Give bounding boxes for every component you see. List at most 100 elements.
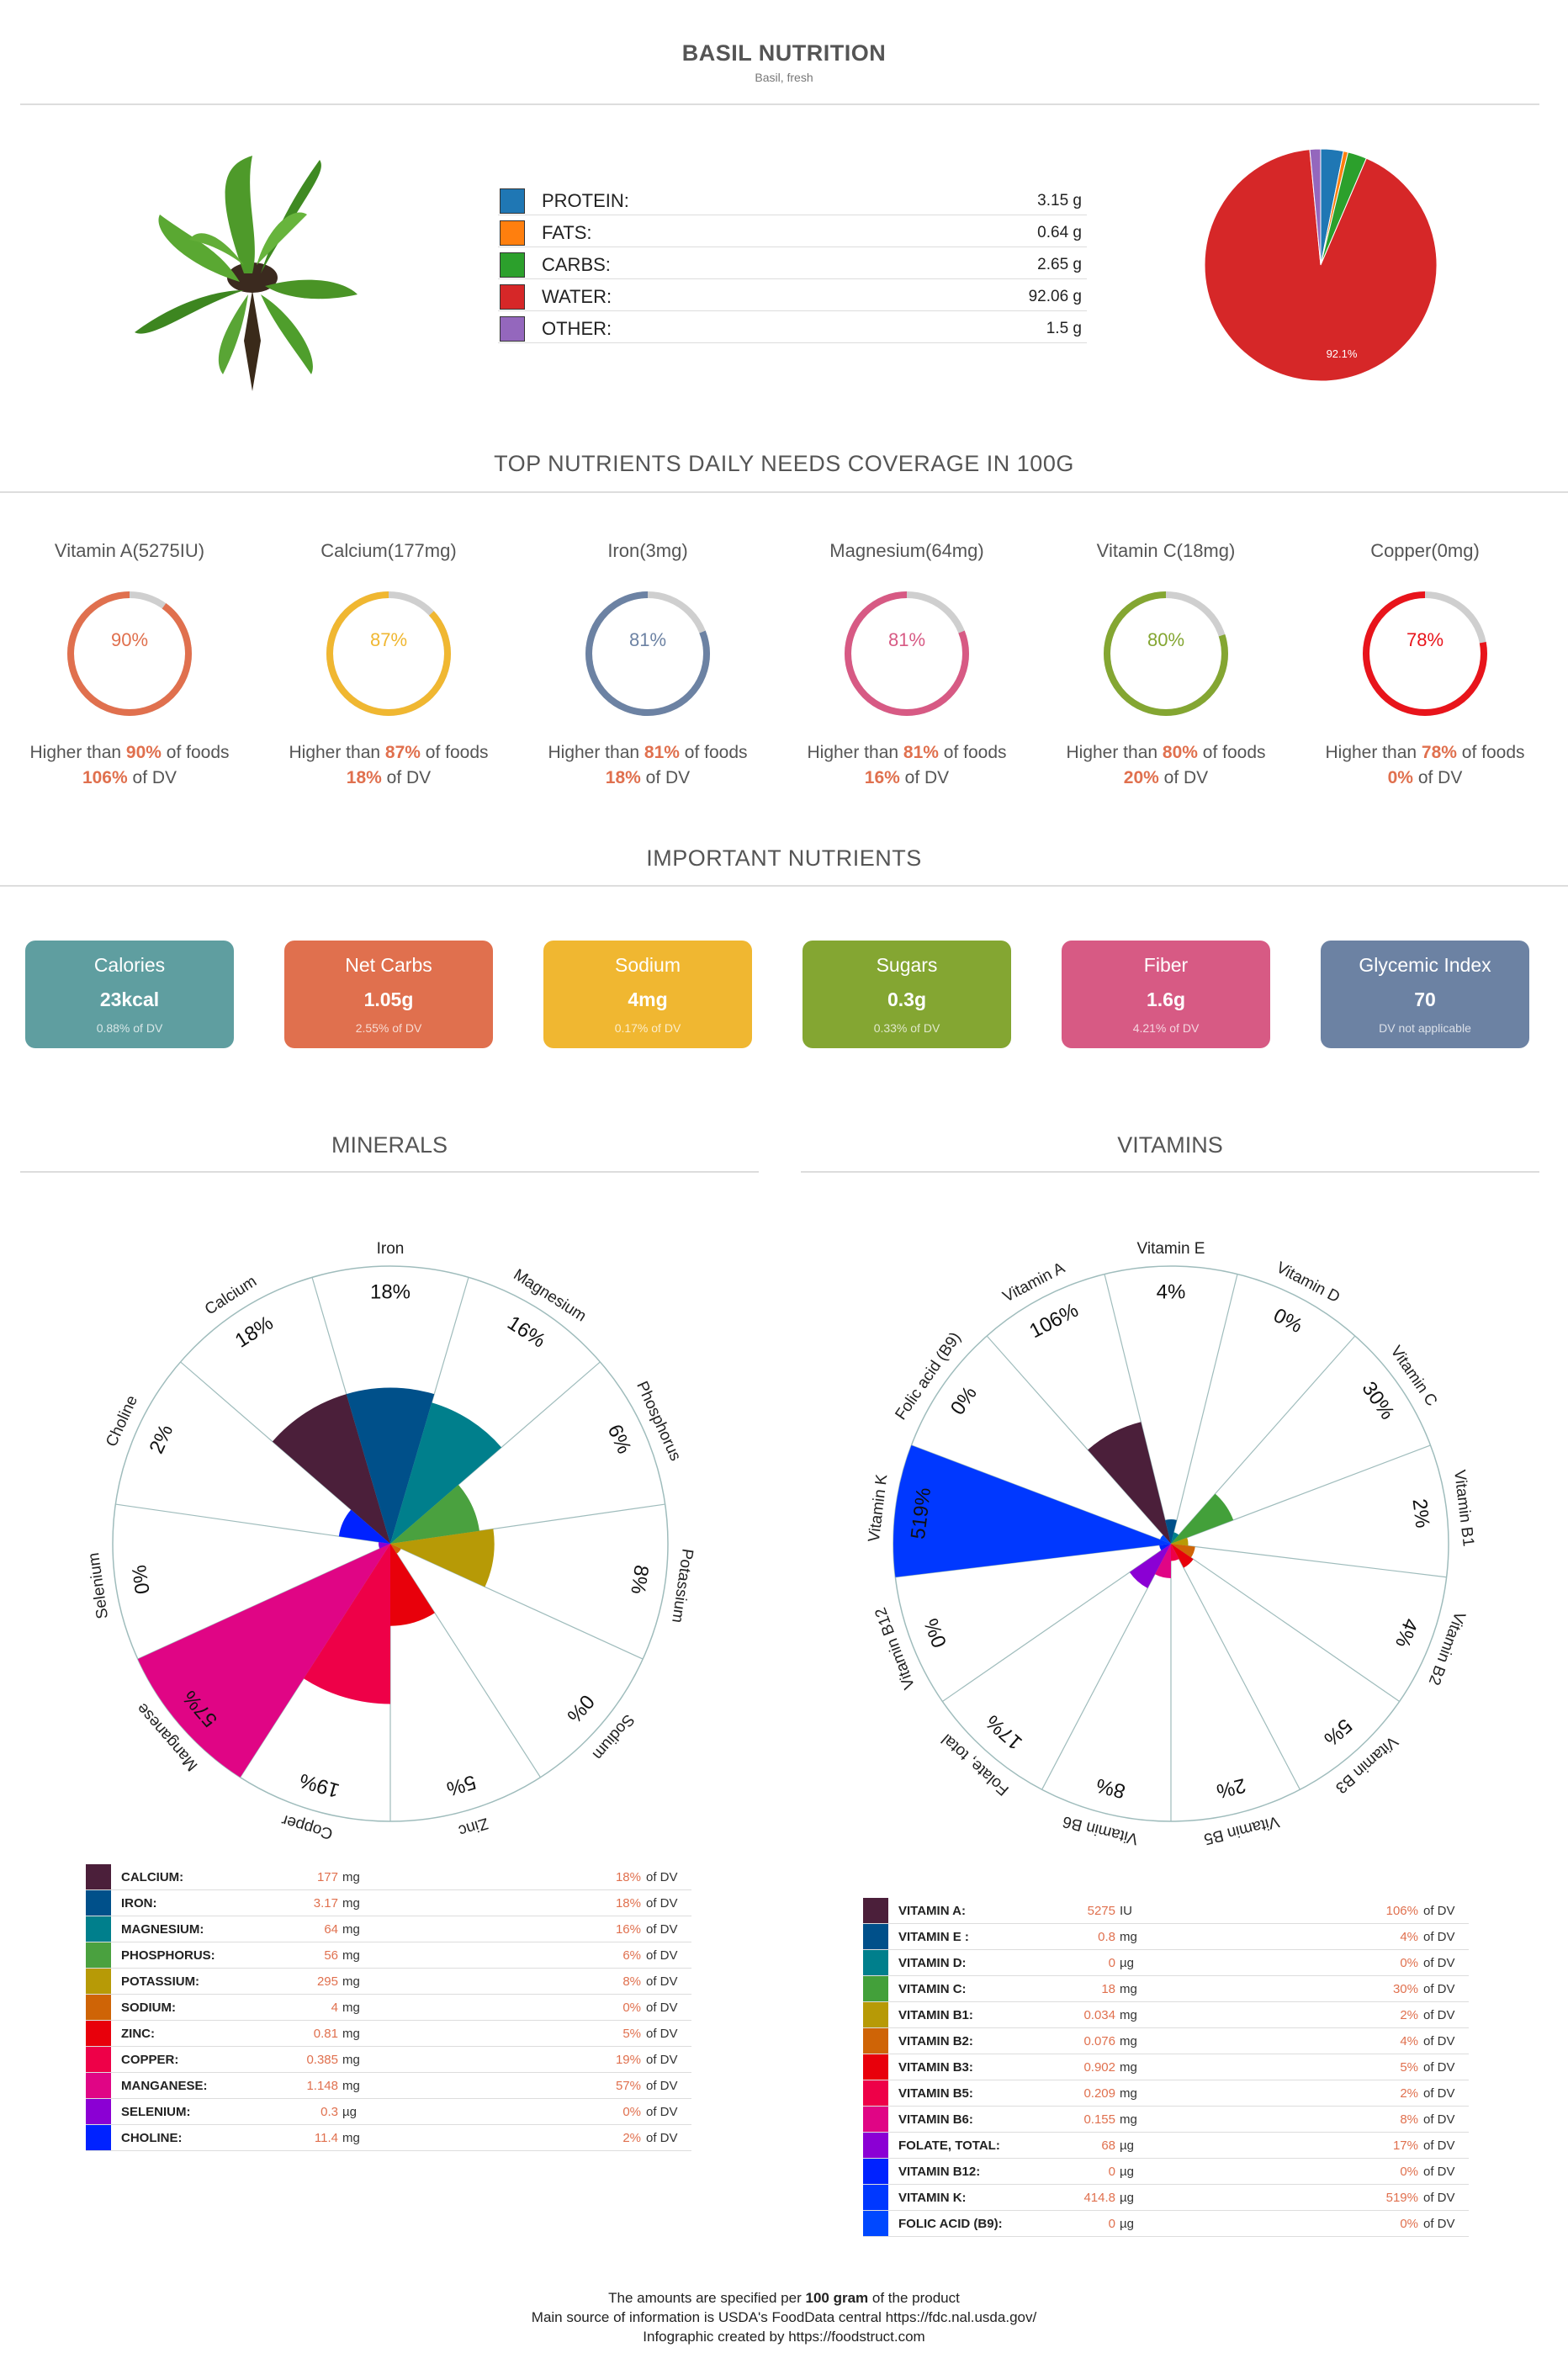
coverage-dv-text: of DV xyxy=(904,768,950,787)
nutrient-swatch xyxy=(86,2073,111,2098)
nutrient-dv-suffix: of DV xyxy=(1423,1904,1455,1918)
nutrient-row: COPPER: 0.385 mg 19% of DV xyxy=(86,2047,691,2073)
nutrient-name: CHOLINE: xyxy=(121,2131,183,2145)
nutrient-dv-suffix: of DV xyxy=(1423,1956,1455,1970)
macro-value: 3.15 g xyxy=(1037,192,1082,209)
nutrient-unit: mg xyxy=(1120,2008,1137,2022)
coverage-rank-line: Higher than 80% of foods xyxy=(1036,743,1295,763)
pie-slice xyxy=(1309,148,1322,266)
header-divider xyxy=(20,103,1539,105)
nutrient-amount: 11.4 xyxy=(314,2131,338,2145)
nutrient-dv: 106% xyxy=(1385,1904,1418,1918)
nutrient-name: VITAMIN B6: xyxy=(898,2112,973,2127)
nutrient-amount: 5275 xyxy=(1087,1904,1115,1918)
macro-row: OTHER: 1.5 g xyxy=(498,311,1087,343)
chart-wedge xyxy=(272,1394,390,1544)
coverage-title: Copper(0mg) xyxy=(1370,540,1480,561)
chart-value-label: 6% xyxy=(603,1421,636,1457)
nutrient-name: VITAMIN D: xyxy=(898,1956,967,1970)
nutrient-name: PHOSPHORUS: xyxy=(121,1948,215,1963)
coverage-pct: 80% xyxy=(1147,629,1185,650)
macro-label: CARBS: xyxy=(542,254,611,275)
nutrient-unit: mg xyxy=(342,2027,360,2041)
nutrient-amount: 0.8 xyxy=(1098,1930,1115,1944)
nutrient-dv: 0% xyxy=(1400,2217,1418,2231)
nutrient-dv-suffix: of DV xyxy=(646,1896,678,1911)
nutrient-swatch xyxy=(863,2107,888,2132)
nutrient-name: FOLATE, TOTAL: xyxy=(898,2138,1000,2153)
chart-value-label: 19% xyxy=(297,1768,342,1801)
nutrient-row: CALCIUM: 177 mg 18% of DV xyxy=(86,1864,691,1890)
nutrient-row: VITAMIN B12: 0 µg 0% of DV xyxy=(863,2159,1469,2185)
nutrient-dv: 519% xyxy=(1385,2191,1418,2205)
nutrient-dv-suffix: of DV xyxy=(646,2131,678,2145)
macro-value: 0.64 g xyxy=(1037,224,1082,241)
nutrient-amount: 0 xyxy=(1108,1956,1115,1970)
nutrient-dv-suffix: of DV xyxy=(646,2027,678,2041)
chart-spoke xyxy=(1170,1543,1447,1578)
nutrient-swatch xyxy=(863,2159,888,2184)
coverage-ring xyxy=(326,591,451,716)
chart-wedge xyxy=(1171,1493,1234,1544)
nutrient-row: PHOSPHORUS: 56 mg 6% of DV xyxy=(86,1942,691,1969)
chart-wedge xyxy=(137,1544,390,1778)
footer-line-1: The amounts are specified per 100 gram o… xyxy=(608,2290,960,2306)
nutrient-row: IRON: 3.17 mg 18% of DV xyxy=(86,1890,691,1916)
chart-value-label: 0% xyxy=(128,1563,155,1595)
chart-wedge xyxy=(390,1529,495,1587)
chart-spoke xyxy=(389,1503,665,1545)
nutrient-amount: 0 xyxy=(1108,2217,1115,2231)
nutrient-card: Net Carbs 1.05g 2.55% of DV xyxy=(284,941,493,1048)
chart-value-label: 2% xyxy=(145,1421,177,1457)
chart-value-label: 2% xyxy=(1215,1773,1248,1803)
nutrient-dv-suffix: of DV xyxy=(1423,1930,1455,1944)
nutrient-dv: 5% xyxy=(1400,2060,1418,2075)
nutrient-unit: µg xyxy=(1120,1956,1134,1970)
basil-plant-image xyxy=(135,156,358,391)
nutrient-card: Glycemic Index 70 DV not applicable xyxy=(1321,941,1529,1048)
chart-spoke xyxy=(389,1543,644,1660)
ring-progress xyxy=(67,591,192,716)
coverage-higher-text: Higher than xyxy=(807,743,899,762)
nutrient-swatch xyxy=(86,1864,111,1889)
nutrient-swatch xyxy=(863,1924,888,1949)
macro-label: WATER: xyxy=(542,286,612,307)
coverage-foods-text: of foods xyxy=(166,743,230,762)
coverage-dv-text: of DV xyxy=(1417,768,1463,787)
nutrient-dv-suffix: of DV xyxy=(1423,2138,1455,2153)
macro-swatch xyxy=(500,188,525,214)
nutrient-amount: 0.902 xyxy=(1083,2060,1115,2075)
chart-wedge xyxy=(1129,1544,1171,1588)
macro-value: 2.65 g xyxy=(1037,256,1082,273)
coverage-pct: 87% xyxy=(369,629,408,650)
macro-label: FATS: xyxy=(542,222,592,243)
nutrient-amount: 68 xyxy=(1101,2138,1115,2153)
nutrient-dv: 2% xyxy=(622,2131,641,2145)
card-value: 0.3g xyxy=(887,988,927,1010)
nutrient-dv-suffix: of DV xyxy=(646,2001,678,2015)
nutrient-card: Sodium 4mg 0.17% of DV xyxy=(543,941,752,1048)
chart-value-label: 2% xyxy=(1407,1497,1433,1529)
nutrient-swatch xyxy=(86,2125,111,2150)
nutrient-name: COPPER: xyxy=(121,2053,179,2067)
coverage-item: Vitamin A(5275IU) 90% Higher than 90% of f… xyxy=(0,534,259,788)
coverage-higher-text: Higher than xyxy=(548,743,640,762)
nutrient-row: VITAMIN B5: 0.209 mg 2% of DV xyxy=(863,2080,1469,2107)
coverage-rank-line: Higher than 87% of foods xyxy=(259,743,518,763)
nutrient-dv: 19% xyxy=(615,2053,641,2067)
chart-category-label: Vitamin B1 xyxy=(1450,1469,1477,1547)
chart-spoke xyxy=(137,1543,391,1660)
nutrient-swatch xyxy=(86,2047,111,2072)
coverage-ring xyxy=(845,591,969,716)
chart-category-label: Copper xyxy=(279,1810,335,1842)
nutrient-row: FOLIC ACID (B9): 0 µg 0% of DV xyxy=(863,2211,1469,2237)
coverage-item: Copper(0mg) 78% Higher than 78% of foods 0%… xyxy=(1295,534,1555,788)
coverage-foods-text: of foods xyxy=(943,743,1007,762)
nutrient-dv-suffix: of DV xyxy=(1423,2060,1455,2075)
nutrient-amount: 64 xyxy=(324,1922,338,1937)
nutrient-row: VITAMIN K: 414.8 µg 519% of DV xyxy=(863,2185,1469,2211)
chart-wedge xyxy=(303,1544,390,1704)
chart-value-label: 30% xyxy=(1357,1378,1399,1424)
nutrient-name: SODIUM: xyxy=(121,2001,176,2015)
coverage-higher-text: Higher than xyxy=(1325,743,1417,762)
